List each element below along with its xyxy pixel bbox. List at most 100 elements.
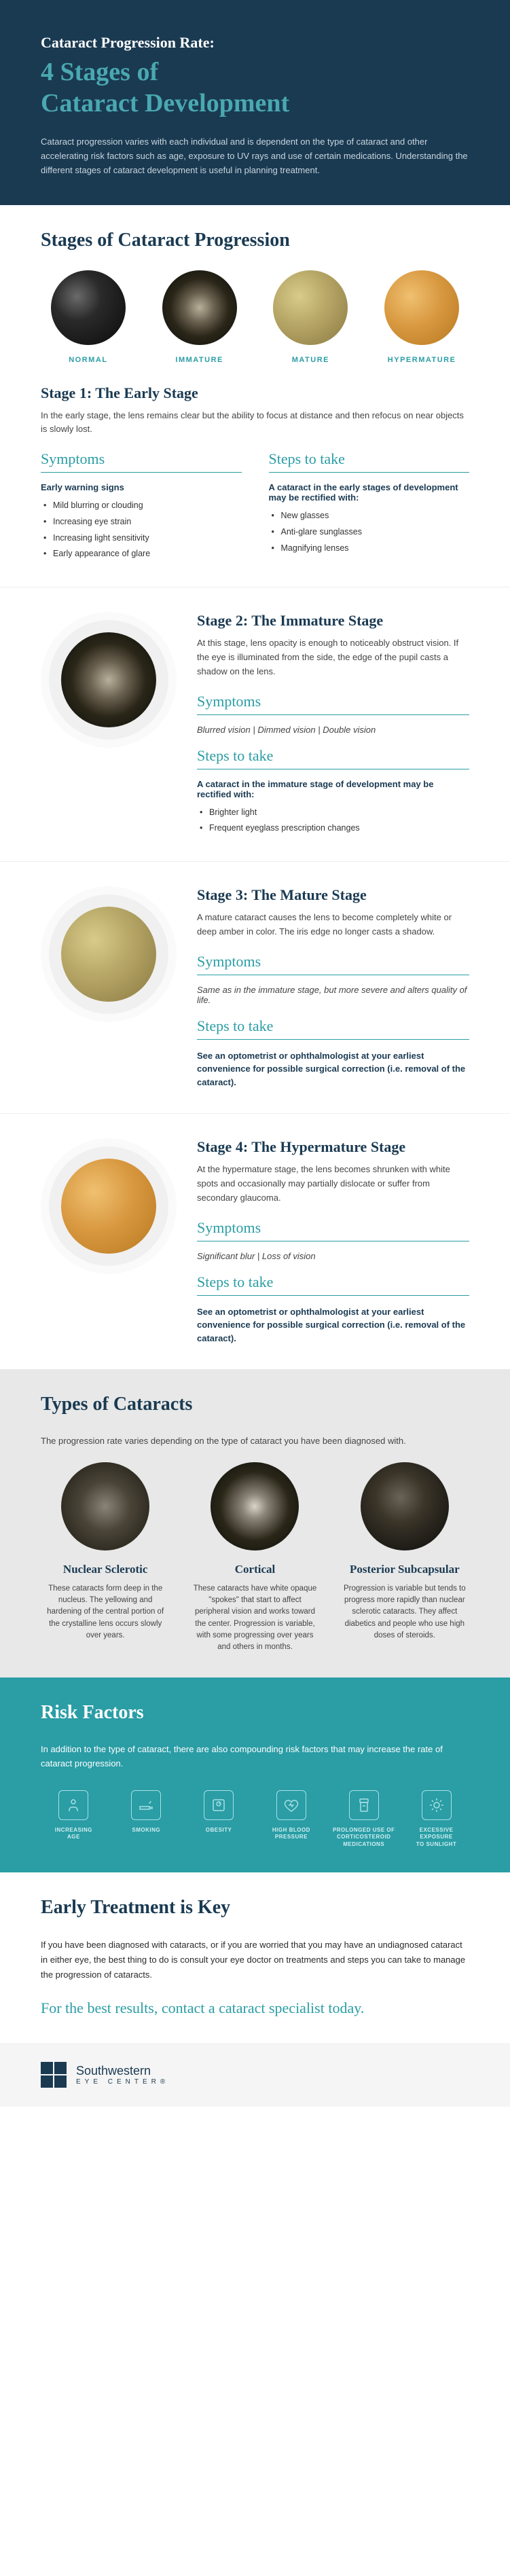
- logo-main: Southwestern: [76, 2064, 169, 2078]
- sphere-graphic: [384, 270, 459, 345]
- risk-row: INCREASING AGE SMOKING OBESITY HIGH BLOOD P…: [41, 1790, 469, 1848]
- stage3-content: Stage 3: The Mature Stage A mature catar…: [197, 886, 469, 1089]
- sphere-item: HYPERMATURE: [374, 270, 469, 364]
- risk-label: SMOKING: [113, 1827, 179, 1834]
- stage2-sphere-wrap: [41, 612, 177, 748]
- risk-section: Risk Factors In addition to the type of …: [0, 1677, 510, 1872]
- risk-label: OBESITY: [186, 1827, 252, 1834]
- stage2-symptoms: Blurred vision | Dimmed vision | Double …: [197, 725, 469, 735]
- risk-title: Risk Factors: [41, 1702, 469, 1724]
- sphere-label: NORMAL: [41, 356, 136, 364]
- type-name: Posterior Subcapsular: [340, 1563, 469, 1576]
- stage4-sphere: [61, 1159, 156, 1254]
- treatment-desc: If you have been diagnosed with cataract…: [41, 1938, 469, 1982]
- stage3-section: Stage 3: The Mature Stage A mature catar…: [0, 861, 510, 1113]
- steps-label: A cataract in the early stages of develo…: [269, 482, 470, 503]
- type-sphere: [211, 1462, 299, 1550]
- list-item: Increasing eye strain: [43, 514, 242, 530]
- stage3-symptoms-title: Symptoms: [197, 953, 469, 975]
- stage3-symptoms: Same as in the immature stage, but more …: [197, 985, 469, 1005]
- list-item: Anti-glare sunglasses: [272, 524, 470, 541]
- stage2-symptoms-title: Symptoms: [197, 693, 469, 715]
- stage4-steps-title: Steps to take: [197, 1273, 469, 1296]
- type-item: Posterior Subcapsular Progression is vari…: [340, 1462, 469, 1654]
- person-icon: [58, 1790, 88, 1820]
- sphere-item: IMMATURE: [152, 270, 247, 364]
- stage2-title: Stage 2: The Immature Stage: [197, 612, 469, 630]
- sphere-item: MATURE: [263, 270, 359, 364]
- risk-item: INCREASING AGE: [41, 1790, 107, 1848]
- stage4-symptoms-title: Symptoms: [197, 1219, 469, 1241]
- stage2-section: Stage 2: The Immature Stage At this stag…: [0, 587, 510, 861]
- sphere-graphic: [273, 270, 348, 345]
- stage4-title: Stage 4: The Hypermature Stage: [197, 1138, 469, 1156]
- list-item: Increasing light sensitivity: [43, 530, 242, 547]
- type-desc: Progression is variable but tends to pro…: [340, 1583, 469, 1641]
- pills-icon: [349, 1790, 379, 1820]
- sphere-graphic: [51, 270, 126, 345]
- scale-icon: [204, 1790, 234, 1820]
- hero-desc: Cataract progression varies with each in…: [41, 135, 469, 177]
- steps-list: New glassesAnti-glare sunglassesMagnifyi…: [269, 508, 470, 556]
- stage2-steps-label: A cataract in the immature stage of deve…: [197, 779, 469, 799]
- stage3-title: Stage 3: The Mature Stage: [197, 886, 469, 904]
- stage1-title: Stage 1: The Early Stage: [41, 384, 469, 402]
- types-title: Types of Cataracts: [41, 1394, 469, 1415]
- progression-title: Stages of Cataract Progression: [41, 230, 469, 251]
- type-name: Nuclear Sclerotic: [41, 1563, 170, 1576]
- treatment-section: Early Treatment is Key If you have been …: [0, 1872, 510, 2043]
- hero-overline: Cataract Progression Rate:: [41, 34, 469, 52]
- type-desc: These cataracts have white opaque "spoke…: [190, 1583, 319, 1654]
- stage4-content: Stage 4: The Hypermature Stage At the hy…: [197, 1138, 469, 1345]
- stage2-content: Stage 2: The Immature Stage At this stag…: [197, 612, 469, 837]
- stage3-desc: A mature cataract causes the lens to bec…: [197, 911, 469, 939]
- steps-title: Steps to take: [269, 450, 470, 473]
- stage1-cols: Symptoms Early warning signs Mild blurri…: [41, 450, 469, 562]
- risk-item: PROLONGED USE OF CORTICOSTEROID MEDICATI…: [331, 1790, 397, 1848]
- sphere-label: MATURE: [263, 356, 359, 364]
- treatment-title: Early Treatment is Key: [41, 1897, 469, 1919]
- stage4-symptoms: Significant blur | Loss of vision: [197, 1251, 469, 1261]
- sphere-label: HYPERMATURE: [374, 356, 469, 364]
- list-item: Brighter light: [200, 805, 469, 821]
- stage1-steps-col: Steps to take A cataract in the early st…: [269, 450, 470, 562]
- risk-label: PROLONGED USE OF CORTICOSTEROID MEDICATI…: [331, 1827, 397, 1848]
- risk-label: HIGH BLOOD PRESSURE: [258, 1827, 324, 1841]
- type-desc: These cataracts form deep in the nucleus…: [41, 1583, 170, 1641]
- risk-label: INCREASING AGE: [41, 1827, 107, 1841]
- risk-label: EXCESSIVE EXPOSURE TO SUNLIGHT: [403, 1827, 469, 1848]
- stage1-desc: In the early stage, the lens remains cle…: [41, 409, 469, 437]
- heart-icon: [276, 1790, 306, 1820]
- list-item: Magnifying lenses: [272, 541, 470, 557]
- stage3-row: Stage 3: The Mature Stage A mature catar…: [41, 886, 469, 1089]
- stage1-symptoms-col: Symptoms Early warning signs Mild blurri…: [41, 450, 242, 562]
- symptoms-label: Early warning signs: [41, 482, 242, 492]
- types-section: Types of Cataracts The progression rate …: [0, 1369, 510, 1677]
- symptoms-list: Mild blurring or cloudingIncreasing eye …: [41, 498, 242, 562]
- stage2-steps-list: Brighter lightFrequent eyeglass prescrip…: [197, 805, 469, 837]
- symptoms-title: Symptoms: [41, 450, 242, 473]
- stage1-block: Stage 1: The Early Stage In the early st…: [41, 384, 469, 563]
- stage4-section: Stage 4: The Hypermature Stage At the hy…: [0, 1113, 510, 1369]
- stage4-row: Stage 4: The Hypermature Stage At the hy…: [41, 1138, 469, 1345]
- sphere-item: NORMAL: [41, 270, 136, 364]
- stage3-sphere-wrap: [41, 886, 177, 1022]
- list-item: New glasses: [272, 508, 470, 524]
- type-item: Cortical These cataracts have white opaqu…: [190, 1462, 319, 1654]
- risk-item: HIGH BLOOD PRESSURE: [258, 1790, 324, 1848]
- stage3-sphere: [61, 907, 156, 1002]
- risk-desc: In addition to the type of cataract, the…: [41, 1743, 469, 1771]
- stage3-steps-text: See an optometrist or ophthalmologist at…: [197, 1049, 469, 1089]
- treatment-cta: For the best results, contact a cataract…: [41, 1999, 469, 2018]
- sun-icon: [422, 1790, 452, 1820]
- logo-sub: EYE CENTER®: [76, 2078, 169, 2086]
- stage2-sphere: [61, 632, 156, 727]
- risk-item: SMOKING: [113, 1790, 179, 1848]
- type-item: Nuclear Sclerotic These cataracts form de…: [41, 1462, 170, 1654]
- type-name: Cortical: [190, 1563, 319, 1576]
- progression-section: Stages of Cataract Progression NORMAL IMM…: [0, 205, 510, 587]
- types-desc: The progression rate varies depending on…: [41, 1434, 469, 1449]
- hero: Cataract Progression Rate: 4 Stages of C…: [0, 0, 510, 205]
- stage3-steps-title: Steps to take: [197, 1017, 469, 1040]
- type-sphere: [61, 1462, 149, 1550]
